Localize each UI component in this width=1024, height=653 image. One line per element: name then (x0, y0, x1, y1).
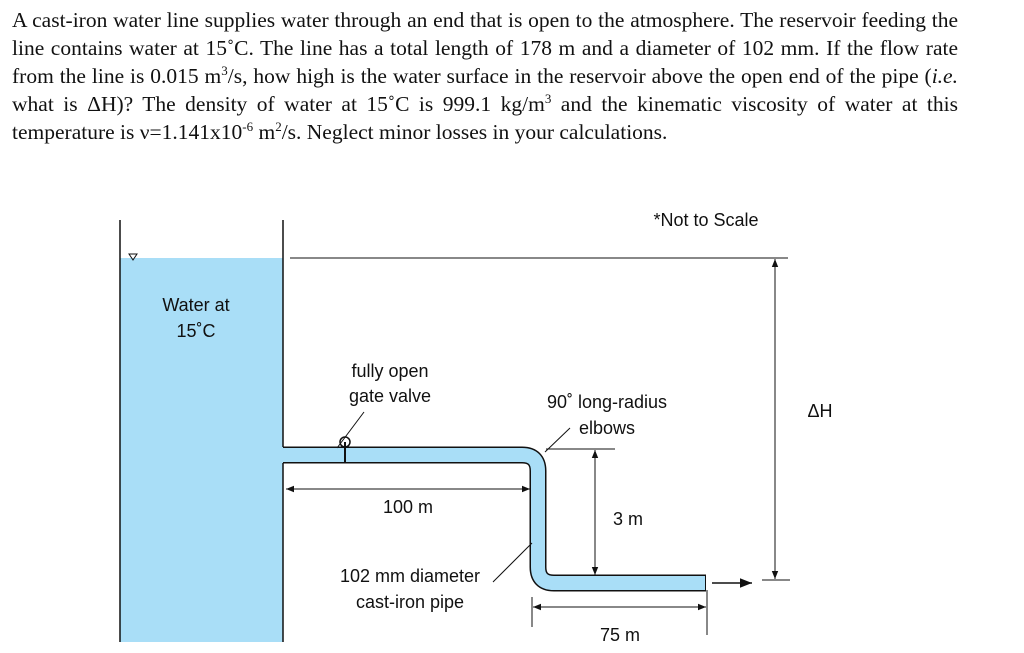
elbow-label: 90˚ long-radius (547, 392, 667, 412)
text: m (253, 120, 276, 144)
valve-label: gate valve (349, 386, 431, 406)
italic-text: i.e. (931, 64, 958, 88)
pipe-label: 102 mm diameter (340, 566, 480, 586)
superscript: 2 (275, 119, 282, 134)
text: A cast-iron water line supplies water th… (12, 8, 958, 88)
elbow-label: elbows (579, 418, 635, 438)
drop-label: 3 m (613, 509, 643, 529)
head-label: ΔH (807, 401, 832, 421)
note: *Not to Scale (653, 210, 758, 230)
leader-line (336, 411, 365, 449)
superscript: 3 (544, 91, 552, 106)
pipe (282, 448, 705, 590)
superscript: 3 (221, 63, 228, 78)
text: what is ΔH)? The density of water at 15˚… (12, 92, 545, 116)
reservoir-label: Water at (162, 295, 229, 315)
length-label: 100 m (383, 497, 433, 517)
length-label: 75 m (600, 625, 640, 645)
valve-label: fully open (351, 361, 428, 381)
superscript: -6 (242, 119, 254, 134)
water-level-symbol (128, 253, 138, 261)
leader-line (544, 427, 571, 453)
text: /s. Neglect minor losses in your calcula… (281, 120, 668, 144)
problem-text: A cast-iron water line supplies water th… (12, 6, 958, 146)
reservoir-label: 15˚C (176, 321, 215, 341)
text: and the kinematic viscosity of water at … (12, 92, 958, 144)
text: /s, how high is the water surface in the… (227, 64, 932, 88)
reservoir-water (120, 258, 283, 642)
leader-line (492, 542, 533, 583)
pipe-label: cast-iron pipe (356, 592, 464, 612)
